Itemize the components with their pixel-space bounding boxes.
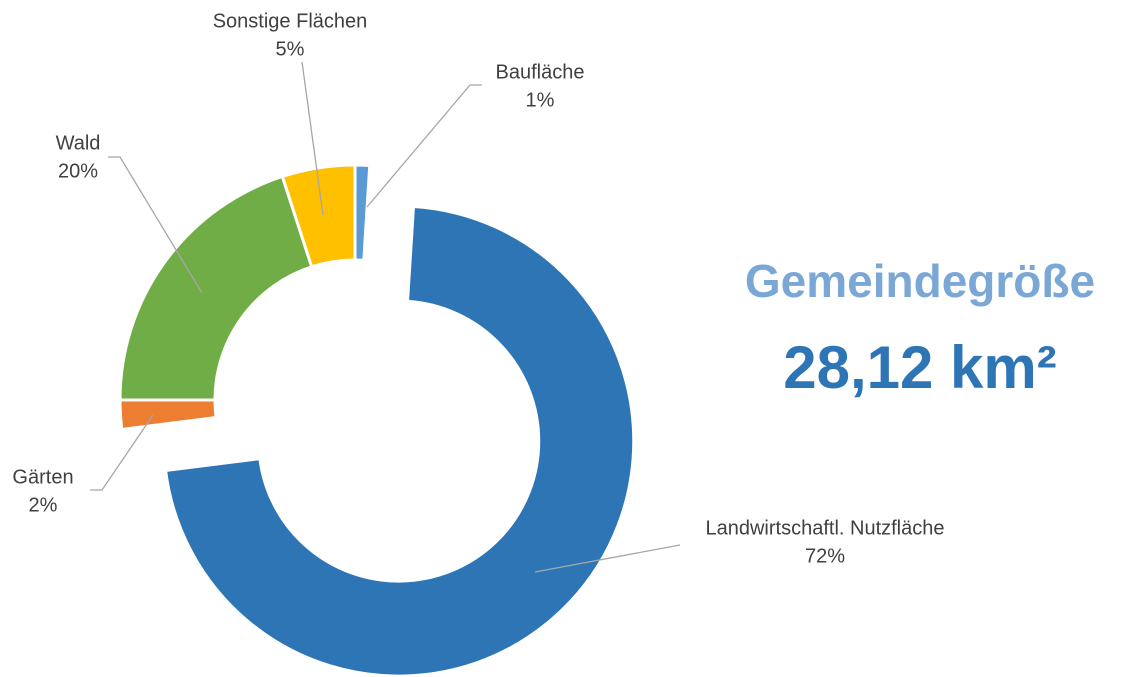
chart-title: Gemeindegröße — [745, 255, 1095, 307]
slice-label: Gärten — [12, 466, 73, 488]
donut-slice — [118, 398, 218, 432]
leader-line — [366, 84, 482, 208]
slice-label: Wald — [56, 132, 101, 154]
slice-value-label: 72% — [805, 545, 845, 567]
leader-line — [108, 156, 203, 294]
leader-line — [90, 414, 154, 491]
donut-slice — [280, 163, 357, 269]
donut-slice — [353, 163, 372, 262]
slice-value-label: 20% — [58, 160, 98, 182]
donut-slice — [163, 204, 636, 677]
donut-slice — [118, 174, 314, 402]
slice-value-label: 1% — [526, 89, 555, 111]
leader-line — [301, 61, 324, 216]
slice-value-label: 5% — [276, 38, 305, 60]
slice-label: Sonstige Flächen — [213, 10, 368, 32]
leader-line — [534, 544, 681, 573]
slice-value-label: 2% — [29, 494, 58, 516]
chart-subtitle: 28,12 km² — [783, 334, 1057, 401]
slice-label: Landwirtschaftl. Nutzfläche — [705, 517, 944, 539]
slice-label: Baufläche — [496, 61, 585, 83]
